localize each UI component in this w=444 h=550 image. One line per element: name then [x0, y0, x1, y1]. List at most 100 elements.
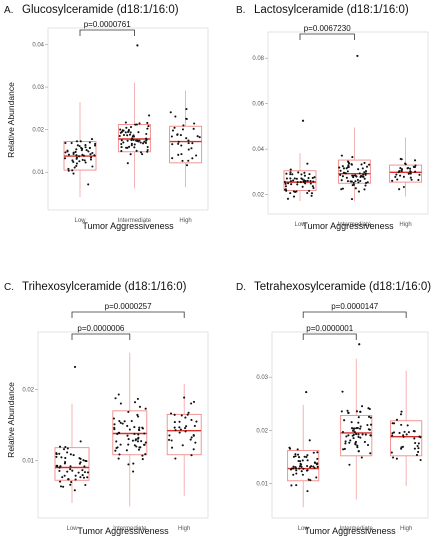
data-point: [186, 413, 189, 416]
data-point: [365, 165, 369, 168]
data-point: [117, 393, 120, 396]
data-point: [133, 432, 136, 436]
data-point: [75, 148, 78, 151]
data-point: [127, 410, 130, 413]
data-point: [292, 195, 296, 198]
data-point: [192, 433, 195, 437]
panel-a: A. Glucosylceramide (d18:1/16:0) 0.01 0.02 0…: [4, 4, 209, 231]
data-point: [304, 182, 307, 185]
data-point: [185, 108, 188, 111]
data-point: [285, 177, 288, 180]
data-point: [351, 427, 354, 430]
data-point: [341, 175, 344, 178]
data-point: [308, 439, 311, 442]
data-point: [89, 153, 92, 156]
data-point: [391, 432, 394, 435]
data-point: [115, 446, 118, 450]
data-point: [357, 190, 361, 193]
data-point: [353, 427, 356, 430]
data-point: [169, 111, 172, 114]
data-point: [301, 185, 304, 188]
data-point: [137, 131, 140, 134]
data-point: [417, 447, 420, 450]
data-point: [190, 454, 193, 457]
data-point: [357, 435, 360, 438]
data-point: [119, 421, 122, 424]
data-point: [360, 163, 363, 166]
data-point: [416, 444, 419, 448]
data-point: [55, 455, 58, 458]
x-tick-label: Intermediate: [118, 218, 152, 224]
data-point: [338, 166, 341, 169]
data-point: [306, 459, 309, 462]
data-point: [171, 157, 174, 160]
data-point: [354, 180, 357, 183]
data-point: [136, 397, 139, 400]
data-point: [113, 423, 116, 426]
data-point: [364, 173, 367, 176]
data-point: [346, 180, 350, 183]
data-point: [120, 150, 123, 153]
data-point: [126, 134, 129, 137]
data-point: [133, 146, 136, 149]
data-point: [300, 465, 303, 468]
data-point: [347, 411, 350, 414]
data-point: [129, 131, 132, 134]
data-point: [66, 451, 69, 454]
data-point: [73, 489, 76, 492]
data-point: [312, 451, 315, 454]
data-point: [58, 445, 62, 448]
data-point: [78, 457, 81, 460]
data-point: [340, 154, 343, 157]
data-point: [400, 447, 403, 450]
data-point: [192, 400, 196, 403]
data-point: [70, 480, 73, 484]
data-point: [60, 456, 63, 459]
data-point: [307, 478, 310, 481]
data-point: [300, 470, 303, 473]
data-point: [71, 169, 74, 172]
data-point: [138, 139, 141, 142]
data-point: [146, 127, 149, 130]
data-point: [357, 421, 360, 424]
data-point: [138, 446, 141, 449]
data-point: [185, 425, 188, 428]
data-point: [126, 424, 129, 428]
data-point: [195, 154, 198, 157]
data-point: [361, 167, 364, 170]
data-point: [303, 455, 306, 458]
data-point: [348, 441, 351, 444]
panel-c: C. Trihexosylceramide (d18:1/16:0) 0.01 0.0…: [4, 281, 209, 536]
data-point: [341, 430, 344, 434]
data-point: [79, 476, 82, 479]
data-point: [292, 455, 295, 458]
data-point: [119, 402, 122, 405]
data-point: [125, 449, 128, 452]
data-point: [295, 190, 298, 193]
data-point: [367, 407, 370, 410]
box-low: [54, 447, 90, 481]
data-point: [66, 470, 69, 473]
box-low: [283, 170, 317, 191]
data-point: [88, 141, 91, 144]
x-tick-label: High: [178, 526, 190, 532]
data-point: [289, 192, 292, 195]
data-point: [71, 159, 74, 162]
panel-title: Glucosylceramide (d18:1/16:0): [22, 4, 179, 16]
data-point: [395, 173, 398, 176]
data-point: [89, 156, 93, 159]
data-point: [364, 181, 368, 184]
data-point: [410, 178, 413, 181]
data-point: [294, 467, 298, 470]
data-point: [137, 428, 141, 431]
data-point: [132, 138, 135, 141]
data-point: [309, 180, 312, 183]
p-value-label: p=0.0000006: [77, 324, 124, 333]
panel-b: B. Lactosylceramide (d18:1/16:0) 0.02 0.04 0…: [236, 4, 429, 231]
data-point: [413, 437, 416, 440]
data-point: [342, 448, 345, 451]
y-tick-label: 0.08: [252, 56, 264, 62]
data-point: [359, 179, 362, 183]
data-point: [185, 117, 188, 120]
data-point: [185, 137, 188, 140]
